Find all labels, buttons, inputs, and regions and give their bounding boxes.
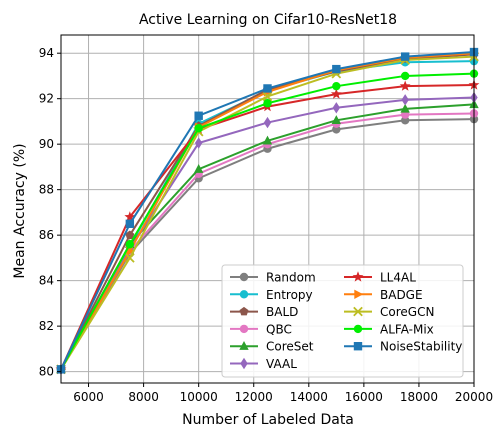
data-point-noisestability <box>125 219 135 228</box>
data-point-coreset <box>331 115 342 124</box>
legend-swatch-marker <box>353 306 363 317</box>
y-tick-label: 82 <box>39 319 54 333</box>
tick-layer: 6000 8000 10000 12000 14000 16000 18000 20000 80… <box>39 46 493 404</box>
legend-label: CoreGCN <box>380 305 434 319</box>
legend: Random Entropy BALD QBC CoreSet VAAL LL4AL BADG… <box>221 264 464 378</box>
x-tick-label: 8000 <box>128 390 159 404</box>
legend-item-ll4al: LL4AL <box>344 271 416 285</box>
x-tick-label: 20000 <box>455 390 493 404</box>
data-point-noisestability <box>400 52 410 61</box>
series-layer <box>55 47 480 376</box>
legend-label: NoiseStability <box>380 340 462 354</box>
legend-swatch-marker <box>239 306 249 316</box>
legend-swatch-marker <box>239 290 249 299</box>
data-point-ll4al <box>399 80 411 91</box>
data-point-vaal <box>194 137 203 149</box>
y-tick-label: 84 <box>39 274 54 288</box>
legend-label: BALD <box>266 305 298 319</box>
data-point-ll4al <box>124 211 136 222</box>
data-point-vaal <box>332 102 341 114</box>
y-tick-label: 88 <box>39 183 54 197</box>
data-point-alfa-mix <box>400 71 410 81</box>
data-point-alfa-mix <box>125 240 135 249</box>
data-point-vaal <box>263 116 272 129</box>
y-tick-label: 94 <box>39 46 54 60</box>
legend-swatch-marker <box>239 341 249 350</box>
data-point-alfa-mix <box>332 81 341 91</box>
legend-label: ALFA-Mix <box>380 322 434 336</box>
legend-label: LL4AL <box>380 271 416 285</box>
legend-label: Entropy <box>266 288 313 302</box>
chart-title: Active Learning on Cifar10-ResNet18 <box>139 12 397 28</box>
data-point-alfa-mix <box>194 124 203 133</box>
legend-swatch-marker <box>353 342 363 351</box>
data-point-alfa-mix <box>263 99 272 108</box>
legend-box <box>221 264 464 378</box>
data-point-noisestability <box>332 64 341 74</box>
data-point-coreset <box>193 163 204 173</box>
x-tick-label: 6000 <box>73 390 104 404</box>
x-axis-label: Number of Labeled Data <box>182 412 354 428</box>
legend-item-qbc: QBC <box>230 322 292 336</box>
legend-item-bald: BALD <box>230 305 298 319</box>
y-tick-label: 92 <box>39 92 54 106</box>
y-tick-label: 80 <box>39 365 54 379</box>
legend-item-coreset: CoreSet <box>230 340 314 354</box>
data-point-noisestability <box>194 111 203 120</box>
legend-item-badge: BADGE <box>344 288 423 302</box>
legend-label: BADGE <box>380 288 423 302</box>
y-tick-label: 90 <box>39 137 54 151</box>
y-tick-label: 86 <box>39 228 54 242</box>
y-axis-label: Mean Accuracy (%) <box>12 143 28 278</box>
legend-item-alfa-mix: ALFA-Mix <box>344 322 434 336</box>
legend-label: VAAL <box>266 357 297 371</box>
legend-label: Random <box>266 271 316 285</box>
legend-swatch-marker <box>239 324 249 334</box>
data-point-noisestability <box>263 84 272 93</box>
data-point-coregcn <box>124 253 135 263</box>
legend-item-vaal: VAAL <box>230 357 297 371</box>
legend-swatch-marker <box>353 324 363 334</box>
x-tick-label: 10000 <box>180 390 218 404</box>
x-tick-label: 18000 <box>400 390 438 404</box>
data-point-vaal <box>401 94 409 106</box>
legend-swatch-marker <box>239 272 249 282</box>
data-point-coregcn <box>262 91 273 102</box>
legend-item-entropy: Entropy <box>230 288 313 302</box>
plot-frame <box>60 34 475 384</box>
x-tick-label: 14000 <box>290 390 328 404</box>
legend-item-random: Random <box>230 271 316 285</box>
data-point-coreset <box>400 103 410 113</box>
legend-label: QBC <box>266 322 292 336</box>
legend-swatch-marker <box>354 289 364 299</box>
legend-item-noisestability: NoiseStability <box>344 340 462 354</box>
data-point-bald <box>125 230 135 239</box>
legend-item-coregcn: CoreGCN <box>344 305 434 319</box>
legend-label: CoreSet <box>266 340 314 354</box>
x-tick-label: 12000 <box>235 390 273 404</box>
legend-swatch-marker <box>240 357 248 370</box>
data-point-coreset <box>262 135 273 145</box>
legend-swatch-marker <box>352 271 364 282</box>
data-point-ll4al <box>330 88 342 99</box>
x-tick-label: 16000 <box>345 390 383 404</box>
